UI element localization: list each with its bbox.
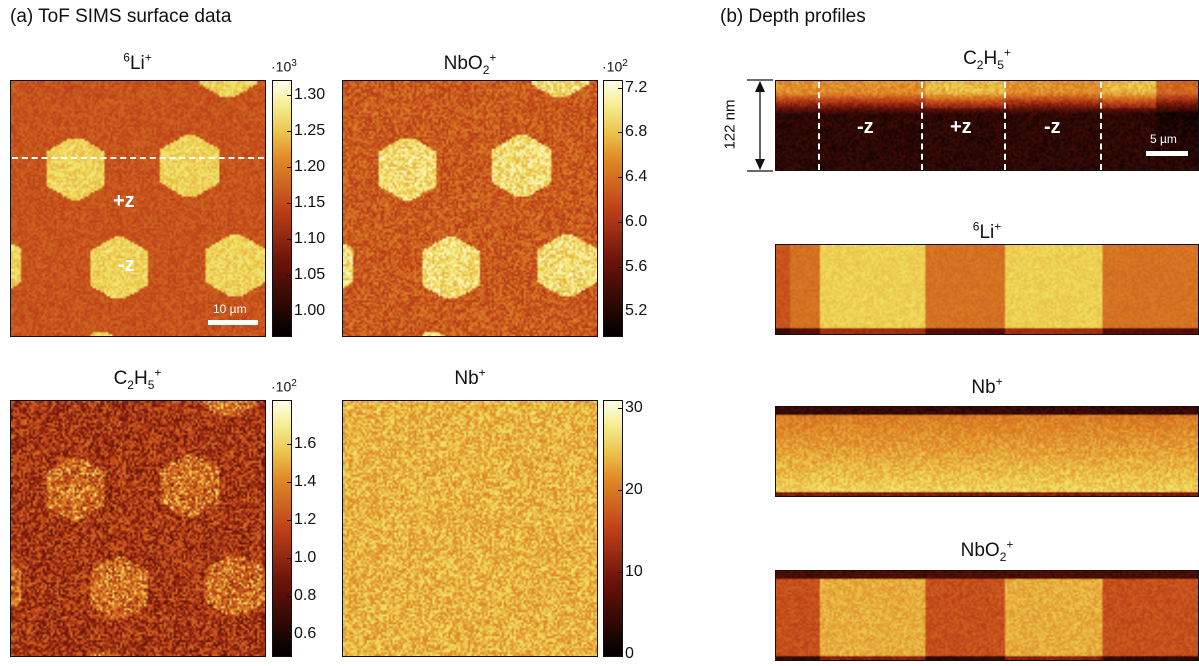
colorbar-tick-label: 0.8 bbox=[294, 587, 317, 604]
scale-bar-label: 10 µm bbox=[213, 302, 247, 316]
colorbar-tick-mark bbox=[287, 275, 292, 276]
scale-bar bbox=[208, 320, 258, 325]
colorbar-tick-mark bbox=[287, 131, 292, 132]
colorbar-tick-label: 1.05 bbox=[294, 266, 326, 283]
depth-label: 122 nm bbox=[721, 99, 739, 150]
profile-title-c2h5: C2H5+ bbox=[963, 45, 1011, 72]
colorbar-tick-mark bbox=[618, 572, 623, 573]
colorbar-tick-label: 10 bbox=[625, 563, 643, 580]
colorbar-tick-mark bbox=[287, 634, 292, 635]
colorbar-tick-mark bbox=[618, 311, 623, 312]
profile-title-nb: Nb+ bbox=[971, 374, 1003, 398]
colorbar-tick-mark bbox=[287, 444, 292, 445]
colorbar-tick-label: 7.2 bbox=[625, 79, 648, 96]
colorbar-tick-label: 1.25 bbox=[294, 122, 326, 139]
colorbar-tick-mark bbox=[287, 167, 292, 168]
colorbar-tick-mark bbox=[287, 558, 292, 559]
domain-label-minus-z: -z bbox=[857, 116, 874, 138]
colorbar-tick-mark bbox=[287, 520, 292, 521]
colorbar-tick-mark bbox=[287, 203, 292, 204]
depth-profile-li6 bbox=[775, 244, 1199, 335]
map-title-c2h5: C2H5+ bbox=[113, 365, 162, 392]
colorbar-tick-mark bbox=[618, 408, 623, 409]
surface-map-nb bbox=[342, 400, 598, 657]
domain-wall-marker bbox=[818, 82, 820, 170]
scale-bar-label: 5 µm bbox=[1150, 132, 1177, 146]
colorbar-tick-mark bbox=[287, 596, 292, 597]
panel-a-heading: (a) ToF SIMS surface data bbox=[10, 6, 232, 27]
colorbar-tick-label: 1.15 bbox=[294, 194, 326, 211]
colorbar-tick-label: 0.6 bbox=[294, 625, 317, 642]
colorbar-tick-label: 1.6 bbox=[294, 435, 317, 452]
domain-label-minus-z: -z bbox=[118, 254, 135, 276]
colorbar-tick-label: 6.4 bbox=[625, 168, 648, 185]
colorbar-tick-mark bbox=[618, 490, 623, 491]
colorbar-tick-label: 5.2 bbox=[625, 302, 648, 319]
colorbar-tick-label: 1.0 bbox=[294, 549, 317, 566]
line-scan-marker bbox=[12, 157, 264, 159]
map-title-nb: Nb+ bbox=[454, 365, 486, 389]
surface-map-c2h5 bbox=[10, 400, 266, 657]
map-title-nbo2: NbO2+ bbox=[443, 50, 497, 77]
colorbar-tick-label: 0 bbox=[625, 645, 634, 662]
profile-title-li6: 6Li+ bbox=[972, 219, 1002, 243]
surface-map-nbo2 bbox=[342, 80, 598, 337]
colorbar-nb bbox=[603, 400, 623, 657]
colorbar-tick-mark bbox=[618, 222, 623, 223]
profile-title-nbo2: NbO2+ bbox=[960, 537, 1014, 564]
domain-label-plus-z: +z bbox=[950, 116, 972, 138]
colorbar-tick-mark bbox=[618, 88, 623, 89]
colorbar-tick-mark bbox=[287, 239, 292, 240]
domain-wall-marker bbox=[1100, 82, 1102, 170]
colorbar-tick-mark bbox=[618, 654, 623, 655]
colorbar-tick-label: 1.20 bbox=[294, 158, 326, 175]
domain-wall-marker bbox=[921, 82, 923, 170]
colorbar-tick-mark bbox=[287, 95, 292, 96]
colorbar-nbo2 bbox=[603, 80, 623, 337]
colorbar-tick-label: 1.2 bbox=[294, 511, 317, 528]
depth-arrow bbox=[747, 79, 773, 172]
colorbar-tick-label: 1.4 bbox=[294, 473, 317, 490]
colorbar-tick-mark bbox=[287, 482, 292, 483]
domain-label-plus-z: +z bbox=[113, 190, 135, 212]
colorbar-li6 bbox=[272, 80, 292, 337]
colorbar-tick-mark bbox=[618, 267, 623, 268]
colorbar-tick-label: 1.30 bbox=[294, 86, 326, 103]
depth-profile-nbo2 bbox=[775, 570, 1199, 661]
domain-label-minus-z: -z bbox=[1044, 116, 1061, 138]
surface-map-li6 bbox=[10, 80, 266, 337]
domain-wall-marker bbox=[1004, 82, 1006, 170]
colorbar-multiplier-li6: ·103 bbox=[271, 58, 297, 75]
depth-profile-nb bbox=[775, 406, 1199, 497]
map-title-li6: 6Li+ bbox=[123, 50, 152, 74]
panel-b-heading: (b) Depth profiles bbox=[720, 6, 866, 27]
colorbar-tick-label: 30 bbox=[625, 399, 643, 416]
colorbar-tick-label: 1.00 bbox=[294, 302, 326, 319]
scale-bar bbox=[1146, 151, 1188, 156]
colorbar-tick-mark bbox=[618, 177, 623, 178]
depth-profile-c2h5 bbox=[775, 80, 1199, 171]
colorbar-tick-label: 20 bbox=[625, 481, 643, 498]
colorbar-tick-label: 6.8 bbox=[625, 123, 648, 140]
colorbar-multiplier-nbo2: ·102 bbox=[602, 58, 628, 75]
colorbar-tick-mark bbox=[618, 132, 623, 133]
colorbar-multiplier-c2h5: ·102 bbox=[271, 378, 297, 395]
colorbar-tick-mark bbox=[287, 311, 292, 312]
colorbar-tick-label: 6.0 bbox=[625, 213, 648, 230]
colorbar-c2h5 bbox=[272, 400, 292, 657]
colorbar-tick-label: 1.10 bbox=[294, 230, 326, 247]
colorbar-tick-label: 5.6 bbox=[625, 258, 648, 275]
